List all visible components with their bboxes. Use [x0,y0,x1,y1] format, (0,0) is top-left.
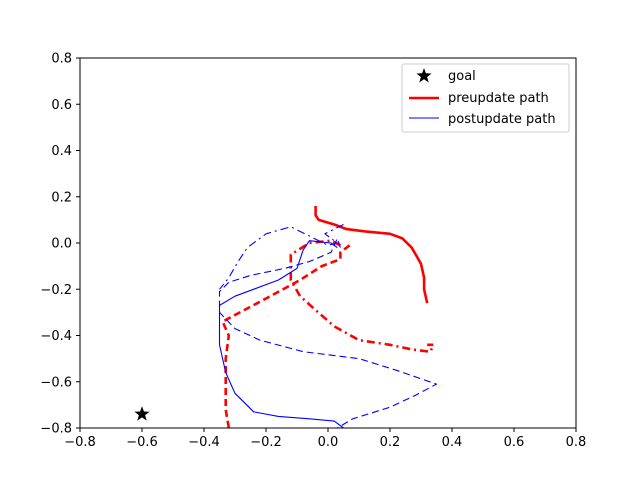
y-tick-label: −0.2 [40,283,72,298]
y-tick-label: −0.6 [40,375,72,390]
goal-marker-star [134,406,150,421]
axes: −0.8 −0.6 −0.4 −0.2 0.0 0.2 0.4 0.6 0.8 −0.8 −0.6 −… [40,52,586,451]
y-tick-label: 0.6 [51,98,72,113]
x-tick-label: 0.8 [566,435,587,450]
x-tick-label: −0.4 [188,435,220,450]
series-line-preupdate-solid [314,206,429,304]
series-line-postupdate-solid [218,240,344,428]
legend-entry-postupdate: postupdate path [409,112,556,127]
legend-label-postupdate: postupdate path [448,112,556,127]
legend-label-goal: goal [448,69,476,84]
plot-area [134,206,438,428]
x-tick-label: 0.0 [318,435,339,450]
y-tick-label: −0.4 [40,329,72,344]
x-tick-label: 0.2 [380,435,401,450]
series-line-preupdate-dashdot [289,239,435,353]
series-line-postupdate-dashed [218,237,438,428]
x-tick-label: −0.8 [64,435,96,450]
legend-box [401,63,570,133]
x-tick-label: 0.6 [504,435,525,450]
legend-label-preupdate: preupdate path [448,91,549,106]
x-tick-label: 0.4 [442,435,463,450]
series-line-preupdate-dashed [221,244,351,428]
x-tick-label: −0.6 [126,435,158,450]
y-tick-label: 0.2 [51,190,72,205]
y-tick-label: −0.8 [40,422,72,437]
legend-entry-goal: goal [416,68,476,84]
legend: goal preupdate path postupdate path [401,63,570,133]
legend-entry-preupdate: preupdate path [409,91,549,106]
y-tick-label: 0.0 [51,237,72,252]
star-icon [416,68,432,83]
x-tick-label: −0.2 [250,435,282,450]
y-tick-label: 0.4 [51,144,72,159]
y-tick-label: 0.8 [51,52,72,67]
